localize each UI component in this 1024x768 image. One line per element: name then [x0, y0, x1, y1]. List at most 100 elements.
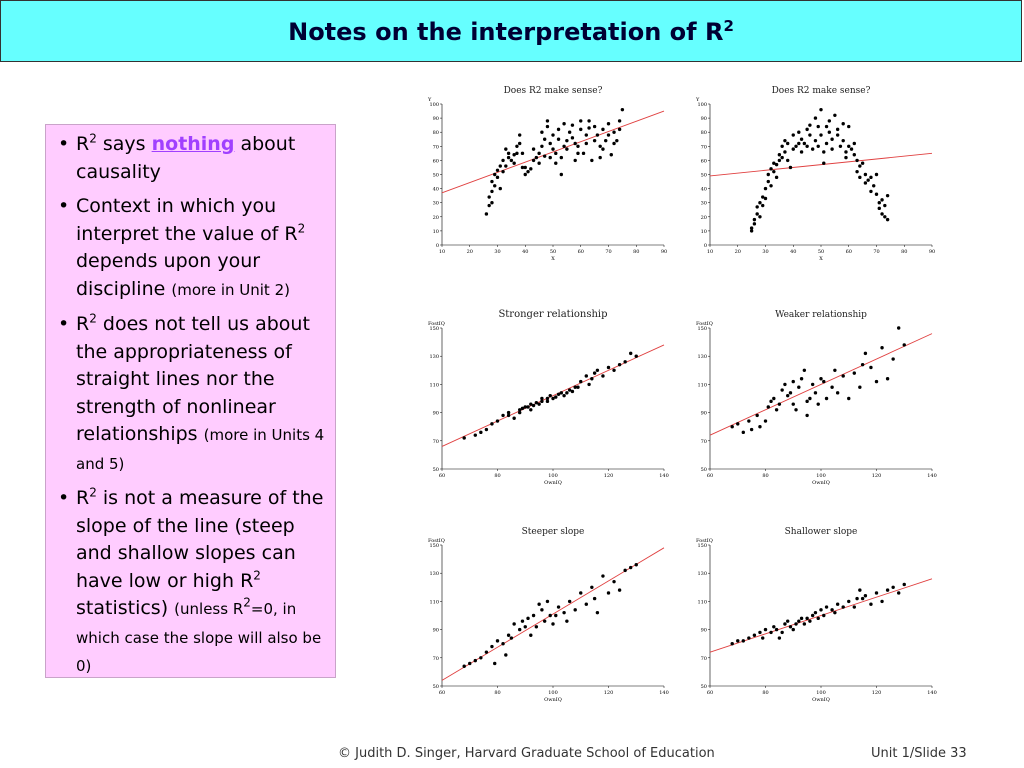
data-point — [573, 385, 577, 389]
data-point — [584, 374, 588, 378]
x-tick-label: 140 — [927, 690, 937, 696]
y-tick-label: 130 — [429, 571, 439, 577]
data-point — [874, 379, 879, 384]
y-tick-label: 50 — [433, 173, 439, 179]
data-point — [520, 151, 525, 156]
data-point — [797, 141, 801, 146]
slide-title-bar: Notes on the interpretation of R2 — [0, 0, 1022, 62]
data-point — [592, 371, 597, 375]
data-point — [833, 368, 837, 372]
y-tick-label: 70 — [701, 656, 707, 662]
y-tick-label: 50 — [701, 173, 707, 179]
x-axis-label: OwnIQ — [812, 697, 830, 703]
y-tick-label: 110 — [697, 382, 707, 388]
data-point — [493, 172, 497, 177]
data-point — [554, 151, 558, 156]
data-point — [537, 151, 541, 156]
chart-title: Steeper slope — [522, 527, 585, 537]
data-point — [755, 212, 759, 216]
data-point — [520, 619, 525, 623]
data-point — [617, 119, 622, 123]
data-point — [526, 616, 530, 621]
data-point — [570, 389, 575, 394]
x-tick-label: 70 — [605, 249, 611, 255]
y-tick-label: 90 — [701, 628, 707, 634]
data-point — [576, 385, 580, 389]
data-point — [810, 382, 815, 387]
y-tick-label: 90 — [701, 116, 707, 122]
data-point — [598, 155, 602, 160]
data-point — [838, 144, 843, 148]
data-point — [542, 154, 547, 158]
data-point — [783, 382, 787, 387]
data-point — [590, 377, 594, 381]
data-point — [520, 165, 525, 170]
data-point — [509, 158, 514, 163]
data-point — [847, 144, 851, 148]
x-tick-label: 120 — [872, 690, 882, 696]
scatter-plot-3: Stronger relationship FostIQ 50 70 90 110 130 1… — [428, 309, 669, 486]
data-point — [808, 396, 812, 401]
data-point — [783, 622, 787, 626]
data-point — [883, 215, 887, 219]
data-point — [567, 599, 572, 604]
y-tick-label: 150 — [697, 326, 707, 332]
data-point — [860, 362, 865, 367]
data-point — [819, 608, 823, 612]
data-point — [891, 357, 895, 361]
data-point — [548, 613, 552, 618]
scatter-plot-4: Weaker relationship FostIQ 50 70 90 110 130 150… — [696, 310, 937, 486]
data-point — [858, 164, 862, 168]
data-point — [462, 664, 466, 668]
data-point — [813, 610, 818, 615]
data-point — [629, 565, 633, 570]
x-axis-label: X — [819, 256, 823, 262]
data-point — [786, 619, 790, 623]
data-point — [479, 656, 483, 660]
data-point — [791, 627, 795, 632]
data-point — [587, 126, 591, 130]
notes-panel: • R2 says nothing about causality • Contex… — [45, 124, 336, 678]
data-point — [548, 155, 552, 160]
data-point — [730, 642, 734, 646]
data-point — [769, 167, 773, 171]
data-point — [835, 602, 840, 606]
data-point — [799, 137, 804, 141]
data-point — [490, 179, 494, 184]
data-point — [462, 436, 466, 440]
data-point — [562, 122, 566, 126]
data-point — [822, 161, 826, 165]
data-point — [860, 596, 865, 601]
chart-title: Shallower slope — [785, 527, 858, 537]
data-point — [579, 127, 583, 132]
data-point — [841, 374, 845, 378]
data-point — [835, 133, 840, 137]
data-point — [788, 391, 793, 395]
data-point — [858, 588, 862, 592]
data-point — [506, 151, 511, 156]
data-point — [902, 343, 906, 347]
data-point — [526, 169, 530, 174]
data-point — [747, 636, 751, 640]
data-point — [830, 137, 834, 141]
y-tick-label: 50 — [433, 467, 439, 473]
data-point — [833, 610, 837, 615]
data-point — [584, 133, 588, 137]
data-point — [797, 130, 801, 134]
data-point — [565, 619, 569, 623]
data-point — [758, 201, 762, 205]
data-point — [863, 181, 868, 185]
data-point — [540, 144, 544, 148]
data-point — [498, 186, 502, 191]
data-point — [777, 158, 782, 163]
data-point — [634, 563, 638, 567]
data-point — [852, 605, 856, 609]
data-point — [515, 151, 519, 156]
y-tick-label: 70 — [433, 656, 439, 662]
y-tick-label: 50 — [433, 684, 439, 690]
data-point — [601, 574, 605, 578]
chart-title: Weaker relationship — [775, 310, 867, 320]
data-point — [559, 155, 564, 160]
data-point — [565, 391, 569, 395]
chart-title: Stronger relationship — [498, 309, 607, 320]
